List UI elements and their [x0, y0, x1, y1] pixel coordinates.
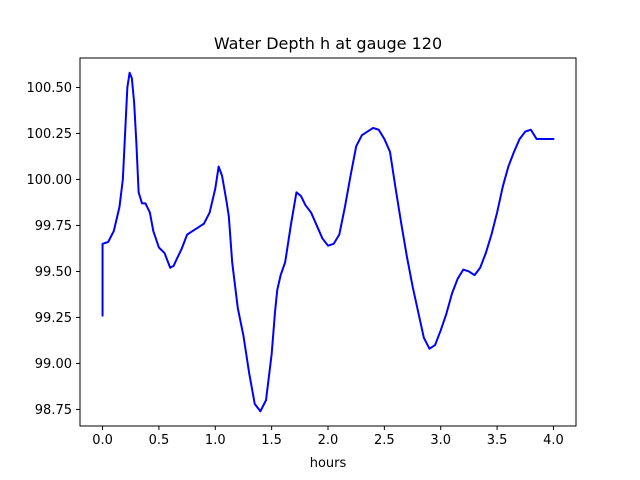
x-axis-label: hours: [310, 456, 347, 471]
x-tick-label: 1.5: [261, 433, 282, 448]
plot-layer: [101, 71, 555, 413]
y-tick-label: 99.00: [35, 357, 72, 372]
x-axis-ticks: 0.0 0.5 1.0 1.5 2.0 2.5 3.0 3.5 4.0: [92, 426, 564, 448]
y-tick-label: 100.00: [27, 173, 73, 188]
series-line: [101, 71, 555, 413]
chart-title: Water Depth h at gauge 120: [214, 34, 442, 53]
x-tick-label: 2.0: [318, 433, 339, 448]
x-tick-label: 2.5: [374, 433, 395, 448]
y-tick-label: 99.25: [35, 311, 72, 326]
y-tick-label: 99.75: [35, 219, 72, 234]
y-axis-ticks: 98.75 99.00 99.25 99.50 99.75 100.00 100.25 100…: [27, 81, 80, 418]
y-tick-label: 100.25: [27, 127, 73, 142]
y-tick-label: 99.50: [35, 265, 72, 280]
y-tick-label: 98.75: [35, 403, 72, 418]
x-tick-label: 3.5: [487, 433, 508, 448]
x-tick-label: 0.5: [149, 433, 170, 448]
x-tick-label: 4.0: [543, 433, 564, 448]
x-tick-label: 3.0: [430, 433, 451, 448]
x-tick-label: 1.0: [205, 433, 226, 448]
y-tick-label: 100.50: [27, 81, 73, 96]
x-tick-label: 0.0: [92, 433, 113, 448]
